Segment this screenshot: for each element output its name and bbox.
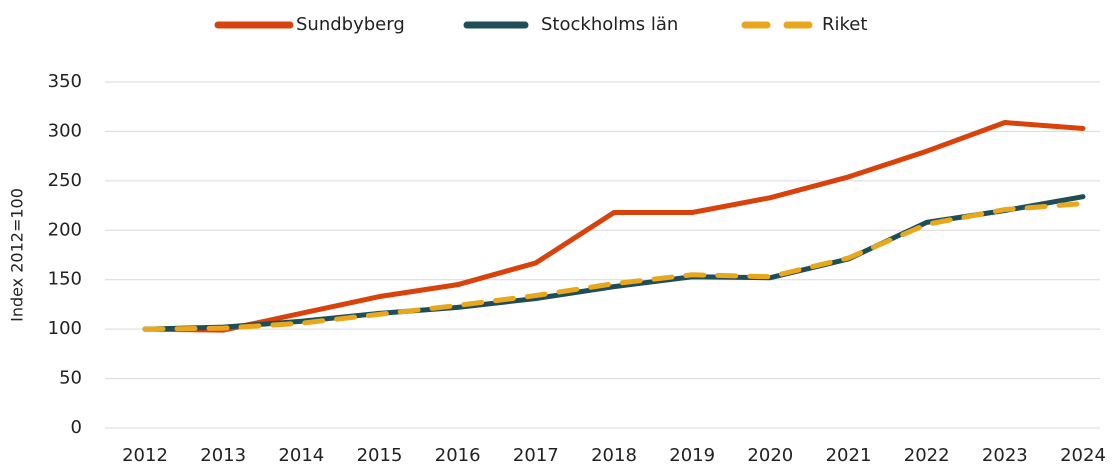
- x-tick-label: 2020: [747, 445, 793, 466]
- y-tick-label: 100: [48, 318, 82, 339]
- y-axis-label: Index 2012=100: [8, 188, 27, 322]
- x-tick-label: 2018: [591, 445, 637, 466]
- x-tick-label: 2019: [669, 445, 715, 466]
- x-tick-label: 2012: [122, 445, 168, 466]
- x-tick-label: 2022: [904, 445, 950, 466]
- x-tick-label: 2023: [982, 445, 1028, 466]
- legend-label: Stockholms län: [541, 14, 678, 35]
- y-tick-label: 350: [48, 71, 82, 92]
- series-line: [142, 201, 1086, 332]
- y-tick-label: 200: [48, 219, 82, 240]
- x-tick-label: 2017: [513, 445, 559, 466]
- y-tick-label: 50: [59, 368, 82, 389]
- series-line: [142, 194, 1086, 332]
- y-tick-label: 150: [48, 269, 82, 290]
- x-tick-label: 2014: [278, 445, 324, 466]
- x-tick-label: 2013: [200, 445, 246, 466]
- legend-label: Riket: [822, 14, 867, 35]
- x-tick-label: 2015: [357, 445, 403, 466]
- y-tick-label: 0: [71, 417, 82, 438]
- series-line: [142, 120, 1086, 333]
- x-tick-label: 2024: [1060, 445, 1106, 466]
- x-tick-label: 2021: [826, 445, 872, 466]
- y-tick-label: 250: [48, 170, 82, 191]
- y-tick-label: 300: [48, 120, 82, 141]
- x-tick-label: 2016: [435, 445, 481, 466]
- legend-label: Sundbyberg: [296, 14, 405, 35]
